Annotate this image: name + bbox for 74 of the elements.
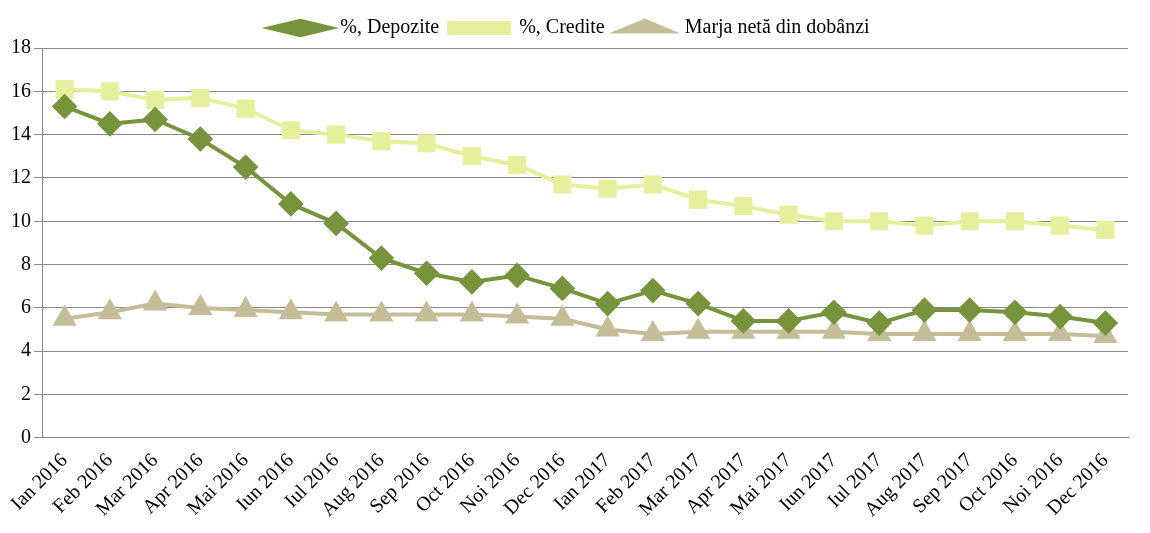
point bbox=[417, 134, 436, 153]
point bbox=[913, 321, 936, 341]
point bbox=[505, 302, 529, 324]
point bbox=[686, 291, 711, 316]
legend-label: Marja netă din dobânzi bbox=[684, 15, 871, 39]
point bbox=[370, 302, 393, 322]
point bbox=[369, 246, 394, 271]
point bbox=[188, 126, 213, 151]
legend-label: %, Credite bbox=[519, 15, 605, 38]
y-tick-label: 0 bbox=[21, 425, 31, 448]
point bbox=[550, 276, 575, 301]
point bbox=[327, 125, 346, 144]
point bbox=[324, 211, 349, 236]
point bbox=[461, 302, 483, 322]
point bbox=[960, 212, 979, 231]
point bbox=[731, 308, 756, 333]
point bbox=[734, 197, 753, 216]
point bbox=[325, 302, 347, 322]
point bbox=[553, 175, 572, 194]
point bbox=[143, 289, 167, 311]
point bbox=[505, 263, 530, 288]
point bbox=[100, 82, 119, 101]
point bbox=[278, 191, 303, 216]
point bbox=[640, 278, 665, 303]
point bbox=[1096, 220, 1115, 239]
point bbox=[508, 155, 527, 175]
point bbox=[779, 205, 798, 224]
point bbox=[598, 179, 617, 198]
point bbox=[189, 295, 212, 315]
point bbox=[146, 90, 165, 110]
point bbox=[414, 261, 439, 286]
y-tick-label: 14 bbox=[11, 121, 31, 144]
point bbox=[191, 88, 210, 107]
point bbox=[415, 302, 438, 322]
point bbox=[55, 80, 74, 99]
point bbox=[915, 216, 934, 235]
legend-label: %, Depozite bbox=[340, 15, 440, 39]
point bbox=[870, 212, 889, 231]
point bbox=[595, 291, 620, 316]
point bbox=[958, 321, 981, 341]
point bbox=[462, 147, 481, 166]
point bbox=[776, 308, 801, 333]
y-tick-label: 10 bbox=[11, 208, 31, 231]
point bbox=[281, 121, 300, 140]
point bbox=[1004, 321, 1026, 341]
point bbox=[236, 99, 255, 118]
y-tick-label: 12 bbox=[11, 165, 31, 188]
point bbox=[596, 317, 619, 337]
point bbox=[53, 306, 76, 326]
point bbox=[642, 321, 664, 341]
point bbox=[234, 298, 257, 318]
y-tick-label: 6 bbox=[21, 295, 31, 318]
y-tick-label: 16 bbox=[11, 78, 31, 101]
point bbox=[372, 132, 391, 151]
point bbox=[1048, 304, 1073, 329]
point bbox=[643, 175, 662, 194]
point bbox=[823, 319, 845, 339]
y-tick-label: 2 bbox=[21, 381, 31, 404]
point bbox=[97, 111, 122, 136]
y-tick-label: 8 bbox=[21, 251, 31, 274]
point bbox=[551, 306, 574, 326]
point bbox=[687, 319, 709, 339]
point bbox=[824, 212, 843, 231]
point bbox=[280, 300, 302, 320]
y-tick-label: 4 bbox=[21, 338, 31, 361]
point bbox=[1051, 216, 1070, 235]
point bbox=[1005, 212, 1024, 231]
point bbox=[233, 155, 258, 180]
point bbox=[689, 190, 708, 209]
point bbox=[143, 107, 168, 132]
point bbox=[459, 269, 484, 294]
point bbox=[99, 300, 121, 320]
y-tick-label: 18 bbox=[11, 35, 31, 58]
point bbox=[52, 94, 77, 119]
